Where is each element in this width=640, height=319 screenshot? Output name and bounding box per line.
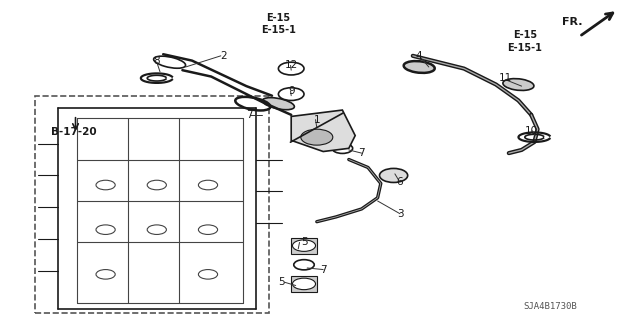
Bar [291,238,317,254]
Circle shape [292,278,316,290]
Text: 11: 11 [499,73,512,83]
Text: 5: 5 [278,277,285,287]
Text: 2: 2 [221,51,227,61]
Circle shape [96,180,115,190]
Circle shape [96,225,115,234]
Text: 3: 3 [397,209,403,219]
Bar [35,96,269,313]
Circle shape [278,88,304,100]
Text: B-17-20: B-17-20 [51,127,97,137]
Text: 12: 12 [285,60,298,70]
Circle shape [198,180,218,190]
Ellipse shape [262,98,294,110]
Text: E-15
E-15-1: E-15 E-15-1 [508,30,542,53]
Text: FR.: FR. [562,17,582,27]
Text: 5: 5 [301,237,307,248]
Ellipse shape [404,61,435,73]
Circle shape [278,62,304,75]
Text: 1: 1 [314,115,320,125]
Circle shape [198,225,218,234]
Text: E-15
E-15-1: E-15 E-15-1 [261,13,296,35]
Circle shape [96,270,115,279]
Polygon shape [291,110,355,152]
Circle shape [292,240,316,251]
Circle shape [147,180,166,190]
Text: 10: 10 [525,126,538,136]
Bar [291,276,317,292]
Text: 9: 9 [288,86,294,96]
Text: 7: 7 [358,148,365,158]
Circle shape [380,168,408,182]
Text: 4: 4 [416,51,422,61]
Text: 7: 7 [246,110,253,120]
Circle shape [147,225,166,234]
Text: SJA4B1730B: SJA4B1730B [524,302,577,311]
Circle shape [301,129,333,145]
Circle shape [198,270,218,279]
Ellipse shape [503,78,534,91]
Text: 7: 7 [320,264,326,275]
Text: 8: 8 [154,56,160,66]
Text: 6: 6 [397,177,403,187]
